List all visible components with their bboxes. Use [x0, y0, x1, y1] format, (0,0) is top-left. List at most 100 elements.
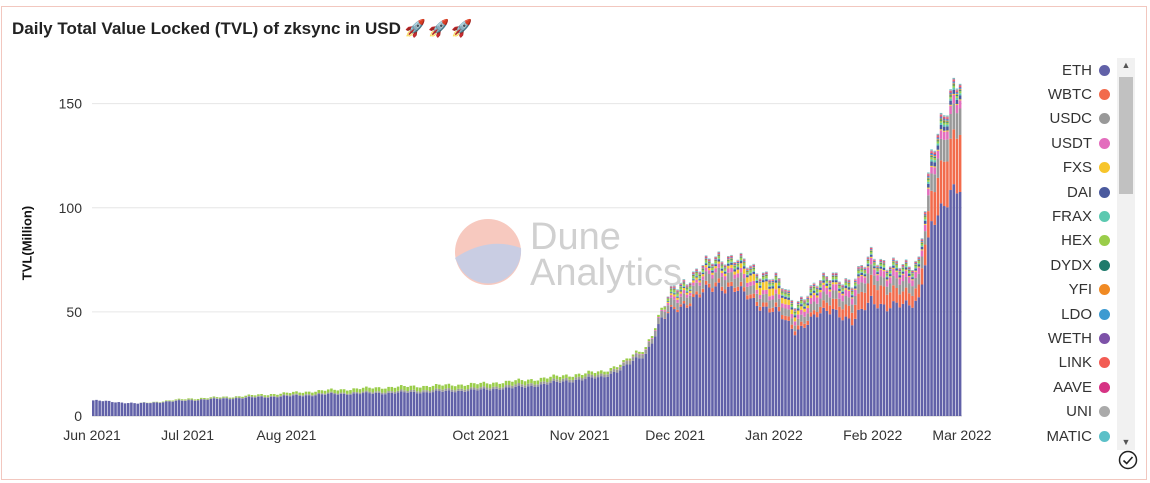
- bar-usdc: [908, 283, 911, 294]
- bar-fxs: [787, 299, 790, 305]
- bar-hex: [869, 251, 873, 254]
- bar-hex: [796, 305, 800, 308]
- legend-item-matic[interactable]: MATIC: [1030, 424, 1110, 448]
- bar-dydx: [917, 260, 921, 262]
- legend-label: UNI: [1066, 403, 1092, 421]
- legend-item-dai[interactable]: DAI: [1030, 180, 1110, 204]
- bar-usdt: [631, 356, 635, 358]
- bar-uni: [733, 262, 736, 263]
- legend-dot-icon: [1099, 259, 1110, 271]
- bar-uni: [742, 258, 746, 260]
- bar-wbtc: [828, 305, 832, 315]
- bar-eth: [657, 324, 660, 416]
- check-circle-icon[interactable]: [1118, 450, 1138, 470]
- legend-item-uni[interactable]: UNI: [1030, 399, 1110, 423]
- bar-eth: [263, 397, 267, 416]
- bar-usdc: [866, 273, 870, 284]
- bar-ldo: [895, 263, 898, 264]
- bar-dydx: [958, 90, 962, 92]
- legend-label: FXS: [1062, 159, 1092, 177]
- bar-ldo: [958, 88, 962, 90]
- bar-wbtc: [704, 280, 708, 285]
- legend[interactable]: ETH WBTC USDC USDT FXS DAI FRAX HEX DYDX YFI LDO WE…: [1030, 58, 1110, 458]
- bar-frax: [774, 279, 778, 281]
- bar-uni: [774, 272, 778, 274]
- bar-usdc: [390, 391, 394, 393]
- bar-fxs: [679, 291, 682, 294]
- bar-uni: [695, 268, 698, 270]
- bar-ldo: [673, 288, 676, 289]
- bar-usdt: [917, 267, 921, 274]
- bar-wbtc: [739, 281, 743, 287]
- bar-eth: [390, 392, 394, 416]
- legend-item-aave[interactable]: AAVE: [1030, 375, 1110, 399]
- bar-usdc: [822, 291, 825, 301]
- legend-item-dydx[interactable]: DYDX: [1030, 253, 1110, 277]
- bar-hex: [399, 385, 403, 390]
- legend-item-usdc[interactable]: USDC: [1030, 107, 1110, 131]
- bar-dydx: [834, 276, 838, 278]
- bar-usdt: [736, 273, 740, 278]
- bar-dai: [822, 280, 825, 283]
- bar-weth: [720, 263, 724, 264]
- bar-fxs: [746, 277, 749, 283]
- legend-item-wbtc[interactable]: WBTC: [1030, 82, 1110, 106]
- bar-hex: [679, 287, 682, 290]
- bar-eth: [917, 297, 921, 416]
- bar-eth: [714, 286, 717, 416]
- bar-hex: [876, 269, 879, 272]
- legend-item-yfi[interactable]: YFI: [1030, 278, 1110, 302]
- bar-weth: [914, 263, 917, 264]
- bar-dydx: [695, 272, 698, 274]
- bar-dydx: [866, 260, 870, 262]
- bar-weth: [676, 291, 679, 292]
- bar-dai: [904, 267, 908, 270]
- bar-uni: [723, 264, 727, 266]
- legend-item-hex[interactable]: HEX: [1030, 229, 1110, 253]
- bar-usdc: [434, 388, 438, 391]
- bar-dai: [914, 268, 917, 271]
- bar-usdc: [450, 389, 454, 392]
- bar-usdc: [428, 391, 432, 394]
- legend-scroll-thumb[interactable]: [1119, 77, 1133, 194]
- legend-item-weth[interactable]: WETH: [1030, 326, 1110, 350]
- bar-usdt: [949, 105, 952, 115]
- bar-eth: [527, 386, 530, 416]
- bar-wbtc: [720, 286, 724, 291]
- scroll-up-icon[interactable]: ▲: [1121, 60, 1131, 70]
- bar-eth: [326, 393, 330, 416]
- bar-usdt: [774, 289, 778, 294]
- bar-dydx: [860, 269, 863, 270]
- bar-eth: [222, 398, 225, 416]
- legend-item-link[interactable]: LINK: [1030, 351, 1110, 375]
- bar-uni: [806, 296, 809, 297]
- bar-eth: [727, 286, 730, 416]
- bar-eth: [539, 384, 543, 416]
- legend-item-fxs[interactable]: FXS: [1030, 156, 1110, 180]
- bar-yfi: [838, 284, 841, 286]
- bar-frax: [704, 262, 708, 264]
- bar-uni: [771, 279, 775, 280]
- bar-fxs: [952, 93, 956, 95]
- legend-item-frax[interactable]: FRAX: [1030, 204, 1110, 228]
- bar-weth: [901, 266, 905, 267]
- bar-eth: [145, 403, 149, 416]
- bar-usdc: [498, 387, 501, 390]
- legend-item-ldo[interactable]: LDO: [1030, 302, 1110, 326]
- bar-eth: [107, 400, 111, 416]
- bar-eth: [355, 393, 359, 416]
- bar-eth: [695, 294, 698, 416]
- bar-eth: [333, 394, 336, 416]
- bar-ldo: [790, 302, 794, 304]
- legend-item-usdt[interactable]: USDT: [1030, 131, 1110, 155]
- bar-weth: [742, 260, 746, 262]
- bar-usdc: [927, 195, 930, 212]
- legend-item-eth[interactable]: ETH: [1030, 58, 1110, 82]
- scroll-down-icon[interactable]: ▼: [1121, 437, 1131, 447]
- bar-usdc: [326, 392, 330, 394]
- bar-usdt: [787, 304, 790, 310]
- bar-eth: [701, 292, 705, 416]
- bar-hex: [501, 383, 505, 388]
- bar-yfi: [761, 275, 765, 277]
- bar-frax: [888, 273, 892, 275]
